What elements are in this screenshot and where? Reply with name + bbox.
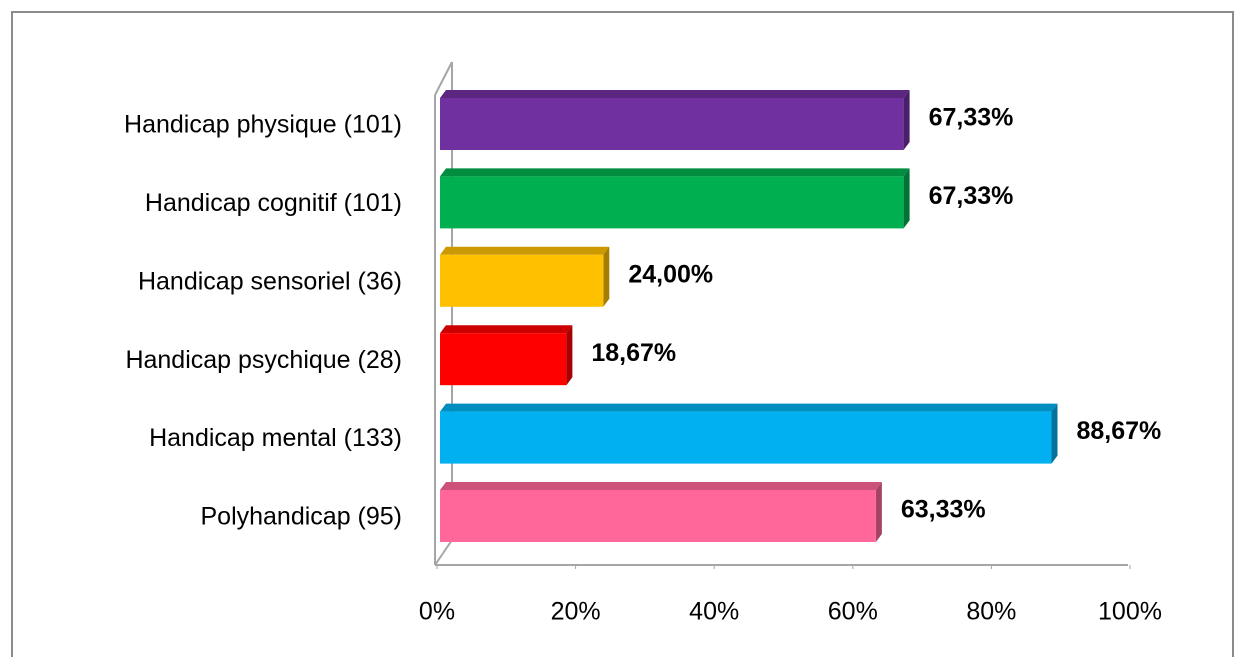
bar-side: [903, 168, 910, 229]
y-tick-label: Handicap psychique (28): [125, 346, 402, 374]
bar-top: [440, 168, 910, 177]
bar-top: [440, 403, 1058, 412]
y-tick-label: Handicap cognitif (101): [145, 189, 402, 217]
x-tick-label: 60%: [828, 598, 878, 626]
bar-top: [440, 246, 610, 255]
y-tick-label: Polyhandicap (95): [200, 503, 402, 531]
bar: [440, 254, 604, 307]
value-label: 67,33%: [929, 104, 1014, 132]
x-tick-label: 80%: [966, 598, 1016, 626]
value-label: 18,67%: [591, 339, 676, 367]
bar: [440, 333, 567, 386]
chart-frame: [11, 11, 1234, 657]
y-tick-label: Handicap sensoriel (36): [138, 267, 402, 295]
bar: [440, 411, 1052, 464]
bar: [440, 176, 904, 229]
x-tick-label: 0%: [419, 598, 455, 626]
bar-side: [903, 90, 910, 150]
bar-side: [603, 246, 610, 307]
bar-side: [875, 482, 882, 542]
value-label: 88,67%: [1076, 417, 1161, 445]
value-label: 24,00%: [628, 260, 713, 288]
value-label: 63,33%: [901, 496, 986, 524]
bar-top: [440, 482, 882, 490]
x-tick-label: 20%: [551, 598, 601, 626]
bar-side: [1051, 403, 1058, 464]
y-tick-label: Handicap mental (133): [149, 424, 402, 452]
x-tick-label: 100%: [1098, 598, 1162, 626]
bar-side: [566, 325, 573, 386]
value-label: 67,33%: [929, 182, 1014, 210]
bar: [440, 490, 876, 542]
x-tick-label: 40%: [689, 598, 739, 626]
bar-top: [440, 325, 573, 334]
y-tick-label: Handicap physique (101): [124, 111, 402, 139]
bar: [440, 98, 904, 150]
bar-top: [440, 90, 910, 98]
